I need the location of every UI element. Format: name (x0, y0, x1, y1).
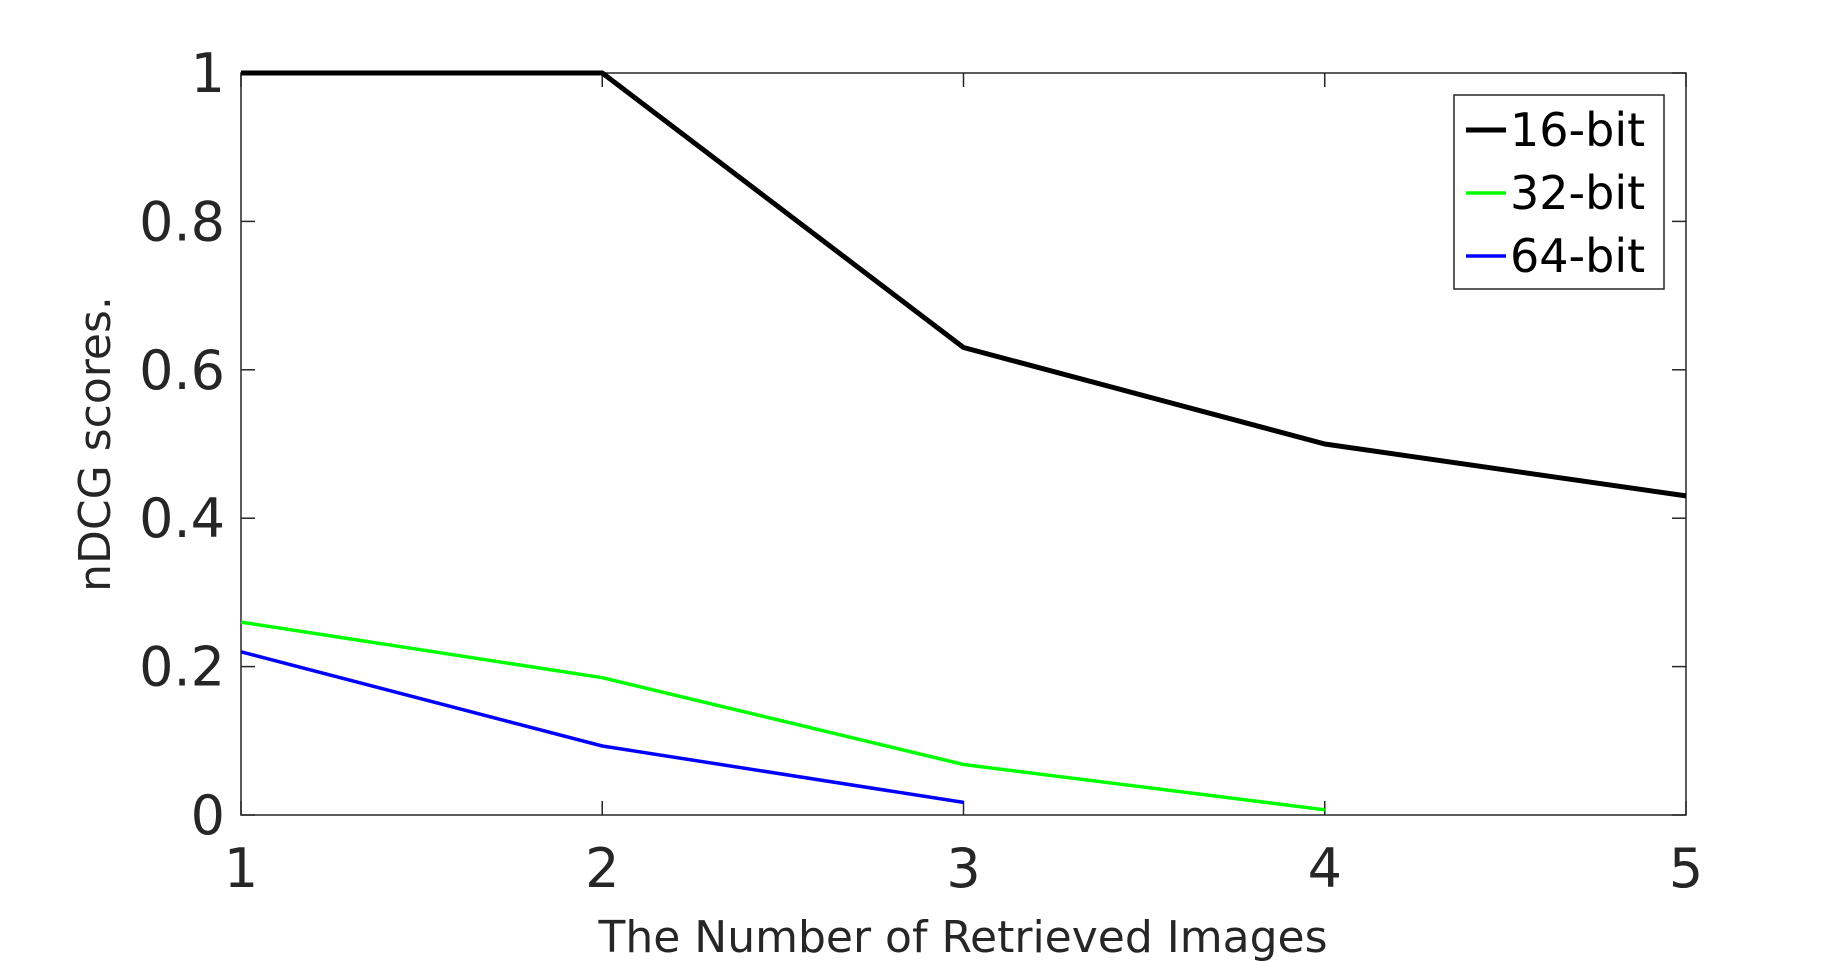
y-tick-label: 0.2 (139, 636, 225, 699)
legend-label-64-bit: 64-bit (1510, 229, 1645, 283)
y-tick-label: 1 (191, 42, 225, 105)
legend: 16-bit 32-bit 64-bit (1453, 94, 1665, 290)
y-axis-title: nDCG scores. (70, 296, 121, 592)
x-tick-label: 2 (585, 837, 619, 900)
ticks-layer: 1 2 3 4 5 0 0.2 0.4 0.6 0.8 1 (139, 42, 1703, 900)
series-line-32-bit (240, 620, 1326, 812)
plot-area (240, 72, 1687, 816)
legend-label-16-bit: 16-bit (1510, 103, 1645, 157)
y-tick-label: 0 (191, 784, 225, 847)
x-tick-label: 1 (224, 837, 258, 900)
legend-items: 16-bit 32-bit 64-bit (1466, 103, 1645, 283)
y-tick-label: 0.4 (139, 487, 225, 550)
x-tick-label: 3 (946, 837, 980, 900)
x-tick-label: 4 (1308, 837, 1342, 900)
legend-label-32-bit: 32-bit (1510, 166, 1645, 220)
series-layer (240, 70, 1687, 812)
series-line-64-bit (240, 650, 964, 805)
y-tick-label: 0.6 (139, 339, 225, 402)
x-tick-label: 5 (1669, 837, 1703, 900)
x-axis-title: The Number of Retrieved Images (597, 912, 1327, 961)
series-line-16-bit (241, 70, 1687, 499)
y-tick-label: 0.8 (139, 190, 225, 253)
